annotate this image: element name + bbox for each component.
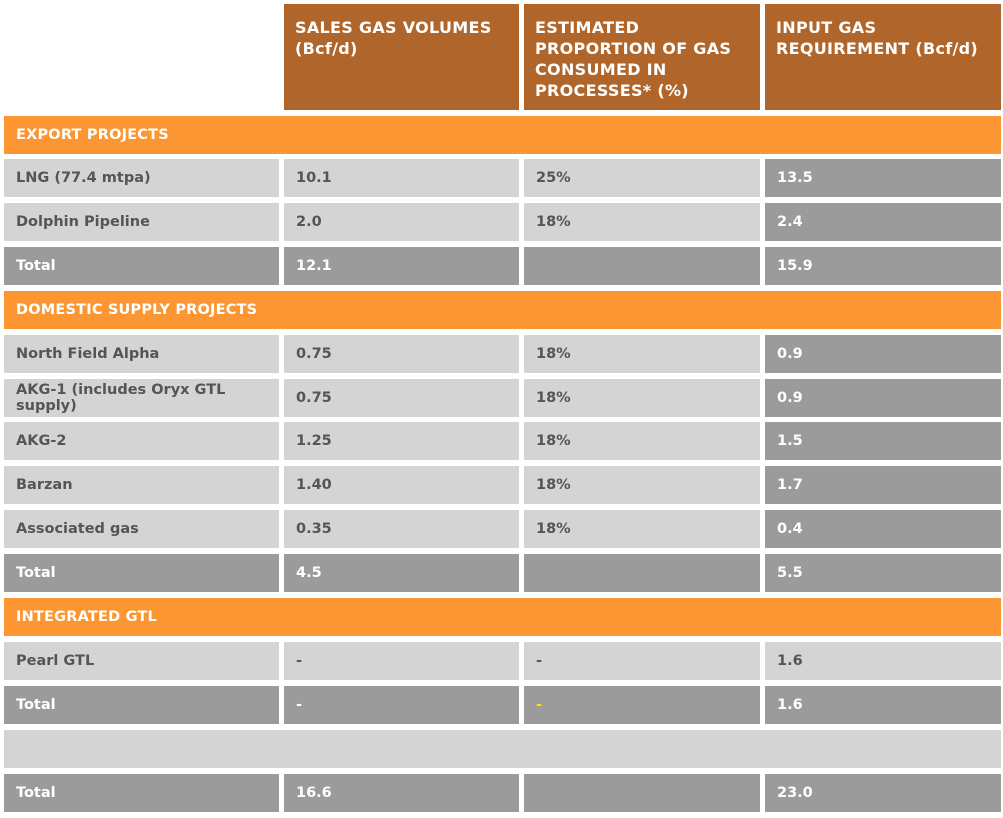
row-name: North Field Alpha [4,335,279,373]
row-name: Dolphin Pipeline [4,203,279,241]
percent-value: 18% [524,466,760,504]
section-domestic-supply-projects: DOMESTIC SUPPLY PROJECTS [4,291,1001,329]
section-integrated-gtl: INTEGRATED GTL [4,598,1001,636]
sales-value: 1.25 [284,422,519,460]
percent-value: 18% [524,203,760,241]
percent-value: - [524,642,760,680]
total-sales-value: 12.1 [284,247,519,285]
input-value: 1.6 [765,642,1001,680]
input-value: 0.9 [765,335,1001,373]
total-percent-value [524,247,760,285]
row-name: AKG-1 (includes Oryx GTL supply) [4,379,279,417]
percent-value: 18% [524,379,760,417]
input-value: 2.4 [765,203,1001,241]
header-input-gas-requirement: INPUT GAS REQUIREMENT (Bcf/d) [765,4,1001,110]
header-sales-gas-volumes: SALES GAS VOLUMES (Bcf/d) [284,4,519,110]
percent-value: 18% [524,510,760,548]
sales-value: 1.40 [284,466,519,504]
header-proportion-consumed: ESTIMATED PROPORTION OF GAS CONSUMED IN … [524,4,760,110]
row-name: Associated gas [4,510,279,548]
percent-value: 25% [524,159,760,197]
percent-value: 18% [524,422,760,460]
row-name: Barzan [4,466,279,504]
section-export-projects: EXPORT PROJECTS [4,116,1001,154]
total-input-value: 15.9 [765,247,1001,285]
total-input-value: 1.6 [765,686,1001,724]
grand-total-label: Total [4,774,279,812]
sales-value: - [284,642,519,680]
input-value: 1.7 [765,466,1001,504]
percent-value: 18% [524,335,760,373]
grand-total-percent-value [524,774,760,812]
total-percent-value: - [524,686,760,724]
row-name: LNG (77.4 mtpa) [4,159,279,197]
row-name: AKG-2 [4,422,279,460]
sales-value: 0.75 [284,335,519,373]
input-value: 0.9 [765,379,1001,417]
input-value: 13.5 [765,159,1001,197]
total-label: Total [4,554,279,592]
total-label: Total [4,686,279,724]
total-input-value: 5.5 [765,554,1001,592]
sales-value: 0.75 [284,379,519,417]
total-percent-value [524,554,760,592]
input-value: 0.4 [765,510,1001,548]
grand-total-input-value: 23.0 [765,774,1001,812]
sales-value: 0.35 [284,510,519,548]
total-label: Total [4,247,279,285]
sales-value: 2.0 [284,203,519,241]
total-sales-value: 4.5 [284,554,519,592]
total-sales-value: - [284,686,519,724]
spacer-row [4,730,1001,768]
input-value: 1.5 [765,422,1001,460]
grand-total-sales-value: 16.6 [284,774,519,812]
row-name: Pearl GTL [4,642,279,680]
sales-value: 10.1 [284,159,519,197]
